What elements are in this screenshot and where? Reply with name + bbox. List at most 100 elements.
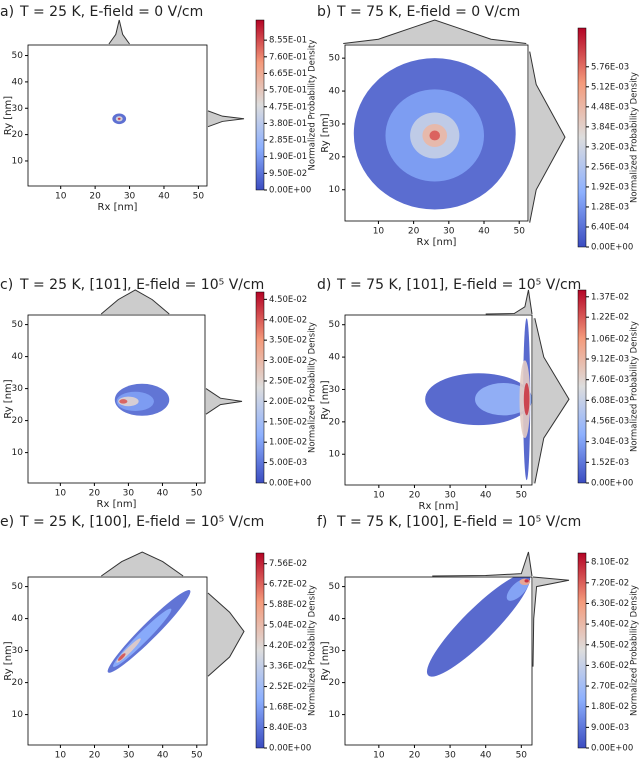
density-contour	[524, 579, 529, 583]
plot-frame	[344, 576, 533, 746]
colorbar	[255, 552, 265, 749]
density-layer	[114, 383, 170, 416]
x-tick-label: 30	[444, 491, 456, 501]
colorbar-label: Normalized Probability Density	[308, 322, 318, 453]
x-tick-label: 30	[123, 751, 135, 761]
marginal-y-curve	[532, 576, 570, 667]
y-tick-label: 30	[329, 119, 341, 129]
colorbar-tick-label: 8.55E-01	[269, 36, 307, 46]
y-tick-label: 40	[12, 77, 24, 87]
colorbar-tick-label: 4.48E-03	[591, 102, 629, 112]
colorbar-tick-label: 4.20E-02	[269, 641, 307, 651]
x-tick-label: 50	[516, 751, 528, 761]
colorbar-tick-label: 3.04E-03	[591, 437, 629, 447]
colorbar-tick-label: 4.56E-03	[591, 417, 629, 427]
colorbar-tick-label: 6.72E-02	[269, 580, 307, 590]
density-layer	[426, 577, 531, 677]
x-tick-label: 10	[55, 751, 67, 761]
colorbar-label: Normalized Probability Density	[308, 40, 318, 171]
colorbar-tick-label: 0.00E+00	[269, 186, 311, 196]
y-tick-label: 30	[12, 384, 24, 394]
y-tick-label: 50	[12, 582, 24, 592]
colorbar-tick-label: 1.06E-02	[591, 334, 629, 344]
colorbar-tick-label: 2.85E-01	[269, 136, 307, 146]
colorbar-label: Normalized Probability Density	[630, 585, 639, 716]
marginal-y-curve	[205, 388, 243, 415]
x-tick-label: 40	[157, 489, 169, 499]
plot-frame	[27, 576, 208, 746]
x-tick-label: 30	[124, 192, 136, 202]
density-contour	[118, 396, 139, 407]
panel-label: f)	[317, 514, 327, 530]
y-tick-label: 50	[12, 51, 24, 61]
plot-frame	[27, 44, 208, 187]
colorbar-tick-label: 7.56E-02	[269, 559, 307, 569]
colorbar-tick-label: 1.00E-02	[269, 438, 307, 448]
chart-title: T = 75 K, [100], E-field = 10⁵ V/cm	[336, 514, 581, 530]
y-tick-label: 10	[329, 710, 341, 720]
marginal-y-area	[208, 593, 244, 677]
y-axis-label: Ry [nm]	[3, 96, 14, 135]
y-tick-label: 30	[12, 646, 24, 656]
x-tick-label: 30	[123, 489, 135, 499]
y-axis-label: Ry [nm]	[320, 113, 331, 152]
colorbar-tick-label: 0.00E+00	[591, 744, 633, 754]
marginal-x-area	[101, 290, 170, 314]
y-tick-label: 50	[12, 320, 24, 330]
y-tick-label: 20	[329, 678, 341, 688]
y-tick-label: 50	[329, 54, 341, 64]
colorbar-tick-label: 0.00E+00	[269, 479, 311, 489]
colorbar	[577, 289, 587, 484]
x-tick-label: 10	[55, 489, 67, 499]
y-axis-label: Ry [nm]	[3, 379, 14, 418]
colorbar-tick-label: 1.28E-03	[591, 202, 629, 212]
x-axis-label: Rx [nm]	[419, 501, 459, 512]
colorbar-tick-label: 4.00E-02	[269, 315, 307, 325]
colorbar-tick-label: 1.50E-02	[269, 417, 307, 427]
y-tick-label: 30	[329, 385, 341, 395]
colorbar-tick-label: 8.10E-02	[591, 558, 629, 568]
marginal-y-curve	[207, 592, 245, 677]
y-tick-label: 30	[329, 646, 341, 656]
marginal-x-curve	[343, 19, 527, 45]
marginal-x-area	[108, 20, 130, 44]
colorbar-tick-label: 3.00E-02	[269, 356, 307, 366]
colorbar	[577, 27, 587, 248]
x-tick-label: 50	[193, 192, 205, 202]
colorbar-tick-label: 1.90E-01	[269, 152, 307, 162]
panel-label: c)	[0, 277, 13, 293]
colorbar-tick-label: 3.84E-03	[591, 122, 629, 132]
chart-title: T = 25 K, [100], E-field = 10⁵ V/cm	[19, 514, 264, 530]
x-tick-label: 20	[89, 489, 101, 499]
chart-title: T = 75 K, E-field = 0 V/cm	[336, 4, 520, 20]
density-contour	[429, 130, 441, 141]
y-tick-label: 20	[12, 416, 24, 426]
x-tick-label: 10	[373, 751, 385, 761]
colorbar-tick-label: 1.37E-02	[591, 292, 629, 302]
y-tick-label: 10	[12, 710, 24, 720]
y-tick-label: 40	[329, 87, 341, 97]
colorbar-tick-label: 6.30E-02	[591, 599, 629, 609]
colorbar-tick-label: 3.50E-02	[269, 336, 307, 346]
colorbar-tick-label: 7.20E-02	[591, 578, 629, 588]
x-tick-label: 20	[408, 227, 420, 237]
x-tick-label: 40	[157, 751, 169, 761]
marginal-y-area	[533, 318, 569, 484]
density-contour	[426, 577, 531, 677]
marginal-y-curve	[207, 110, 245, 128]
marginal-x-curve	[101, 551, 184, 577]
panel-label: d)	[317, 277, 331, 293]
colorbar	[255, 291, 265, 484]
marginal-x-area	[101, 552, 184, 576]
density-contour	[119, 399, 128, 404]
chart-title: T = 25 K, E-field = 0 V/cm	[19, 4, 203, 20]
colorbar-tick-label: 4.75E-01	[269, 102, 307, 112]
y-tick-label: 10	[12, 448, 24, 458]
colorbar-tick-label: 6.08E-03	[591, 396, 629, 406]
colorbar-tick-label: 7.60E-03	[591, 375, 629, 385]
x-tick-label: 40	[158, 192, 170, 202]
plot-frame	[27, 314, 206, 484]
colorbar-label: Normalized Probability Density	[630, 321, 639, 452]
y-tick-label: 40	[12, 352, 24, 362]
